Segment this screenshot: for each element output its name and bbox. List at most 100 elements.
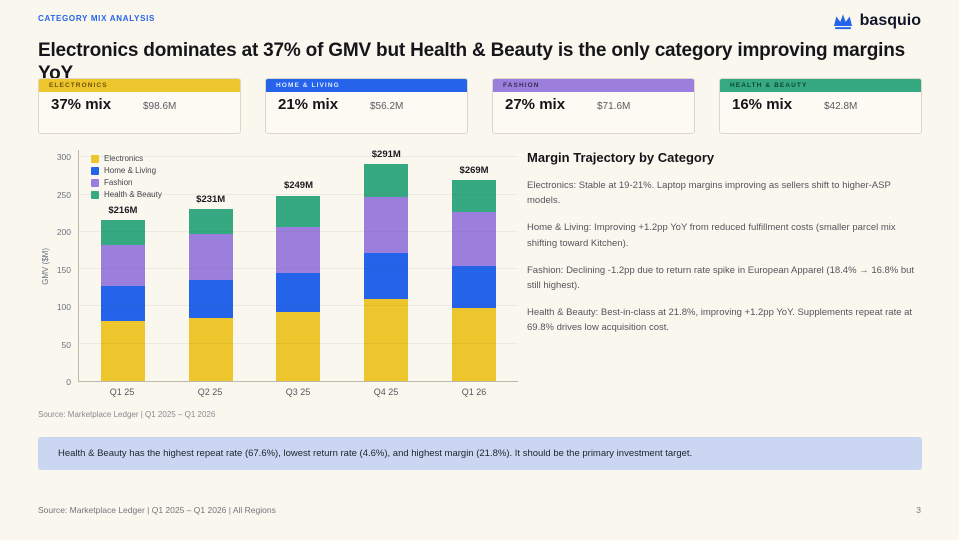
legend-row: Fashion — [91, 178, 162, 187]
bar-segment-electronics — [276, 312, 321, 381]
kpi-mix-value: 37% mix — [51, 96, 112, 113]
y-tick-label: 50 — [61, 339, 71, 350]
kpi-gmv-value: $71.6M — [597, 101, 631, 112]
footer: Source: Marketplace Ledger | Q1 2025 – Q… — [38, 505, 921, 515]
y-tick-label: 100 — [56, 302, 71, 313]
kpi-card-body: 16% mix $42.8M — [720, 92, 921, 113]
footer-source: Source: Marketplace Ledger | Q1 2025 – Q… — [38, 505, 276, 515]
legend-label: Home & Living — [104, 166, 157, 175]
bar-segment-fashion — [276, 226, 321, 273]
bar-group: $231M — [188, 150, 233, 381]
kpi-card: ELECTRONICS 37% mix $98.6M — [38, 78, 241, 134]
bar-segment-health-beauty — [188, 208, 233, 235]
bar-segment-electronics — [452, 307, 497, 381]
y-tick-label: 0 — [66, 377, 71, 387]
chart-body: GMV ($M) 0 50 100 150 200 250 300 Electronics H… — [38, 149, 518, 387]
bar-segment-fashion — [364, 196, 409, 253]
bar-total-label: $269M — [459, 165, 489, 177]
bar-segment-health-beauty — [100, 220, 145, 245]
bar-stack — [364, 150, 409, 381]
kpi-card: HEALTH & BEAUTY 16% mix $42.8M — [719, 78, 922, 134]
y-tick-label: 150 — [56, 264, 71, 275]
bar-segment-home-living — [276, 272, 321, 313]
y-ticks: 0 50 100 150 200 250 300 — [52, 150, 78, 387]
gridline — [79, 342, 518, 344]
x-axis-label: Q1 25 — [109, 387, 135, 397]
insight-callout: Health & Beauty has the highest repeat r… — [38, 437, 922, 470]
bar-segment-electronics — [100, 321, 145, 381]
bar-segment-home-living — [100, 285, 145, 322]
basquio-logo: basquio — [832, 12, 921, 30]
kpi-card-strip: HOME & LIVING — [266, 79, 467, 92]
bar-segment-home-living — [188, 280, 233, 319]
bar-segment-electronics — [188, 318, 233, 381]
bar-segment-health-beauty — [452, 180, 497, 213]
legend-swatch — [91, 166, 99, 175]
bar-total-label: $231M — [196, 193, 226, 205]
legend-row: Home & Living — [91, 166, 162, 175]
margin-note-fashion: Fashion: Declining -1.2pp due to return … — [527, 264, 915, 291]
bar-group: $291M — [364, 149, 409, 381]
bar-segment-health-beauty — [276, 195, 321, 227]
kpi-card-strip: HEALTH & BEAUTY — [720, 79, 921, 92]
x-labels: Q1 25 Q2 25 Q3 25 Q4 25 Q1 26 — [78, 387, 518, 397]
margin-note-health-beauty: Health & Beauty: Best-in-class at 21.8%,… — [527, 307, 913, 334]
bar-stack — [100, 150, 145, 381]
logo-text: basquio — [859, 12, 921, 29]
kpi-card-body: 27% mix $71.6M — [493, 92, 694, 113]
gmv-stacked-bar-chart: GMV ($M) 0 50 100 150 200 250 300 Electronics H… — [38, 149, 518, 419]
kpi-mix-value: 21% mix — [278, 96, 339, 113]
bar-total-label: $291M — [371, 149, 401, 161]
legend-swatch — [91, 154, 99, 163]
bar-group: $269M — [452, 150, 497, 381]
gridline — [79, 156, 518, 158]
kpi-card-strip: FASHION — [493, 79, 694, 92]
y-axis-title-text: GMV ($M) — [40, 247, 50, 285]
kpi-card-strip: ELECTRONICS — [39, 79, 240, 92]
margin-note-home-living: Home & Living: Improving +1.2pp YoY from… — [527, 222, 896, 249]
kpi-mix-value: 16% mix — [732, 96, 793, 113]
legend-row: Health & Beauty — [91, 190, 162, 199]
margin-trajectory-panel: Margin Trajectory by Category Electronic… — [527, 150, 923, 348]
kpi-card-body: 21% mix $56.2M — [266, 92, 467, 113]
y-tick-label: 300 — [56, 152, 71, 163]
bar-stack — [452, 150, 497, 381]
legend-label: Electronics — [104, 154, 144, 163]
x-axis-label: Q4 25 — [373, 387, 399, 397]
panel-title: Margin Trajectory by Category — [527, 150, 715, 165]
kpi-cards-row: ELECTRONICS 37% mix $98.6M HOME & LIVING… — [38, 78, 922, 134]
kpi-card: FASHION 27% mix $71.6M — [492, 78, 695, 134]
legend-swatch — [91, 178, 99, 187]
x-axis-label: Q3 25 — [285, 387, 311, 397]
y-axis-title: GMV ($M) — [38, 150, 52, 382]
bar-group: $249M — [276, 150, 321, 381]
bar-total-label: $249M — [283, 180, 314, 192]
bar-segment-home-living — [452, 265, 497, 308]
kpi-card: HOME & LIVING 21% mix $56.2M — [265, 78, 468, 134]
y-tick-label: 250 — [56, 189, 71, 200]
kpi-card-body: 37% mix $98.6M — [39, 92, 240, 113]
eyebrow-label: CATEGORY MIX ANALYSIS — [38, 14, 156, 23]
gridline — [79, 268, 518, 270]
gridline — [79, 193, 518, 195]
bar-segment-health-beauty — [364, 164, 409, 197]
page-number: 3 — [916, 505, 921, 515]
legend-row: Electronics — [91, 154, 162, 163]
bar-total-label: $216M — [108, 205, 138, 217]
kpi-gmv-value: $56.2M — [370, 101, 404, 112]
legend-label: Health & Beauty — [104, 190, 162, 199]
y-tick-label: 200 — [56, 227, 71, 238]
kpi-mix-value: 27% mix — [505, 96, 566, 113]
bar-segment-fashion — [188, 234, 233, 281]
bar-segment-home-living — [364, 252, 409, 300]
bar-group: $216M — [100, 150, 145, 381]
chart-source-note: Source: Marketplace Ledger | Q1 2025 – Q… — [38, 410, 216, 419]
margin-note-electronics: Electronics: Stable at 19-21%. Laptop ma… — [527, 180, 891, 207]
bar-stack — [188, 150, 233, 381]
bar-segment-fashion — [452, 212, 497, 266]
kpi-gmv-value: $98.6M — [143, 101, 177, 112]
kpi-gmv-value: $42.8M — [824, 101, 858, 112]
chart-legend: Electronics Home & Living Fashion Health & … — [91, 154, 162, 202]
bar-stack — [276, 150, 321, 381]
legend-swatch — [91, 190, 99, 199]
